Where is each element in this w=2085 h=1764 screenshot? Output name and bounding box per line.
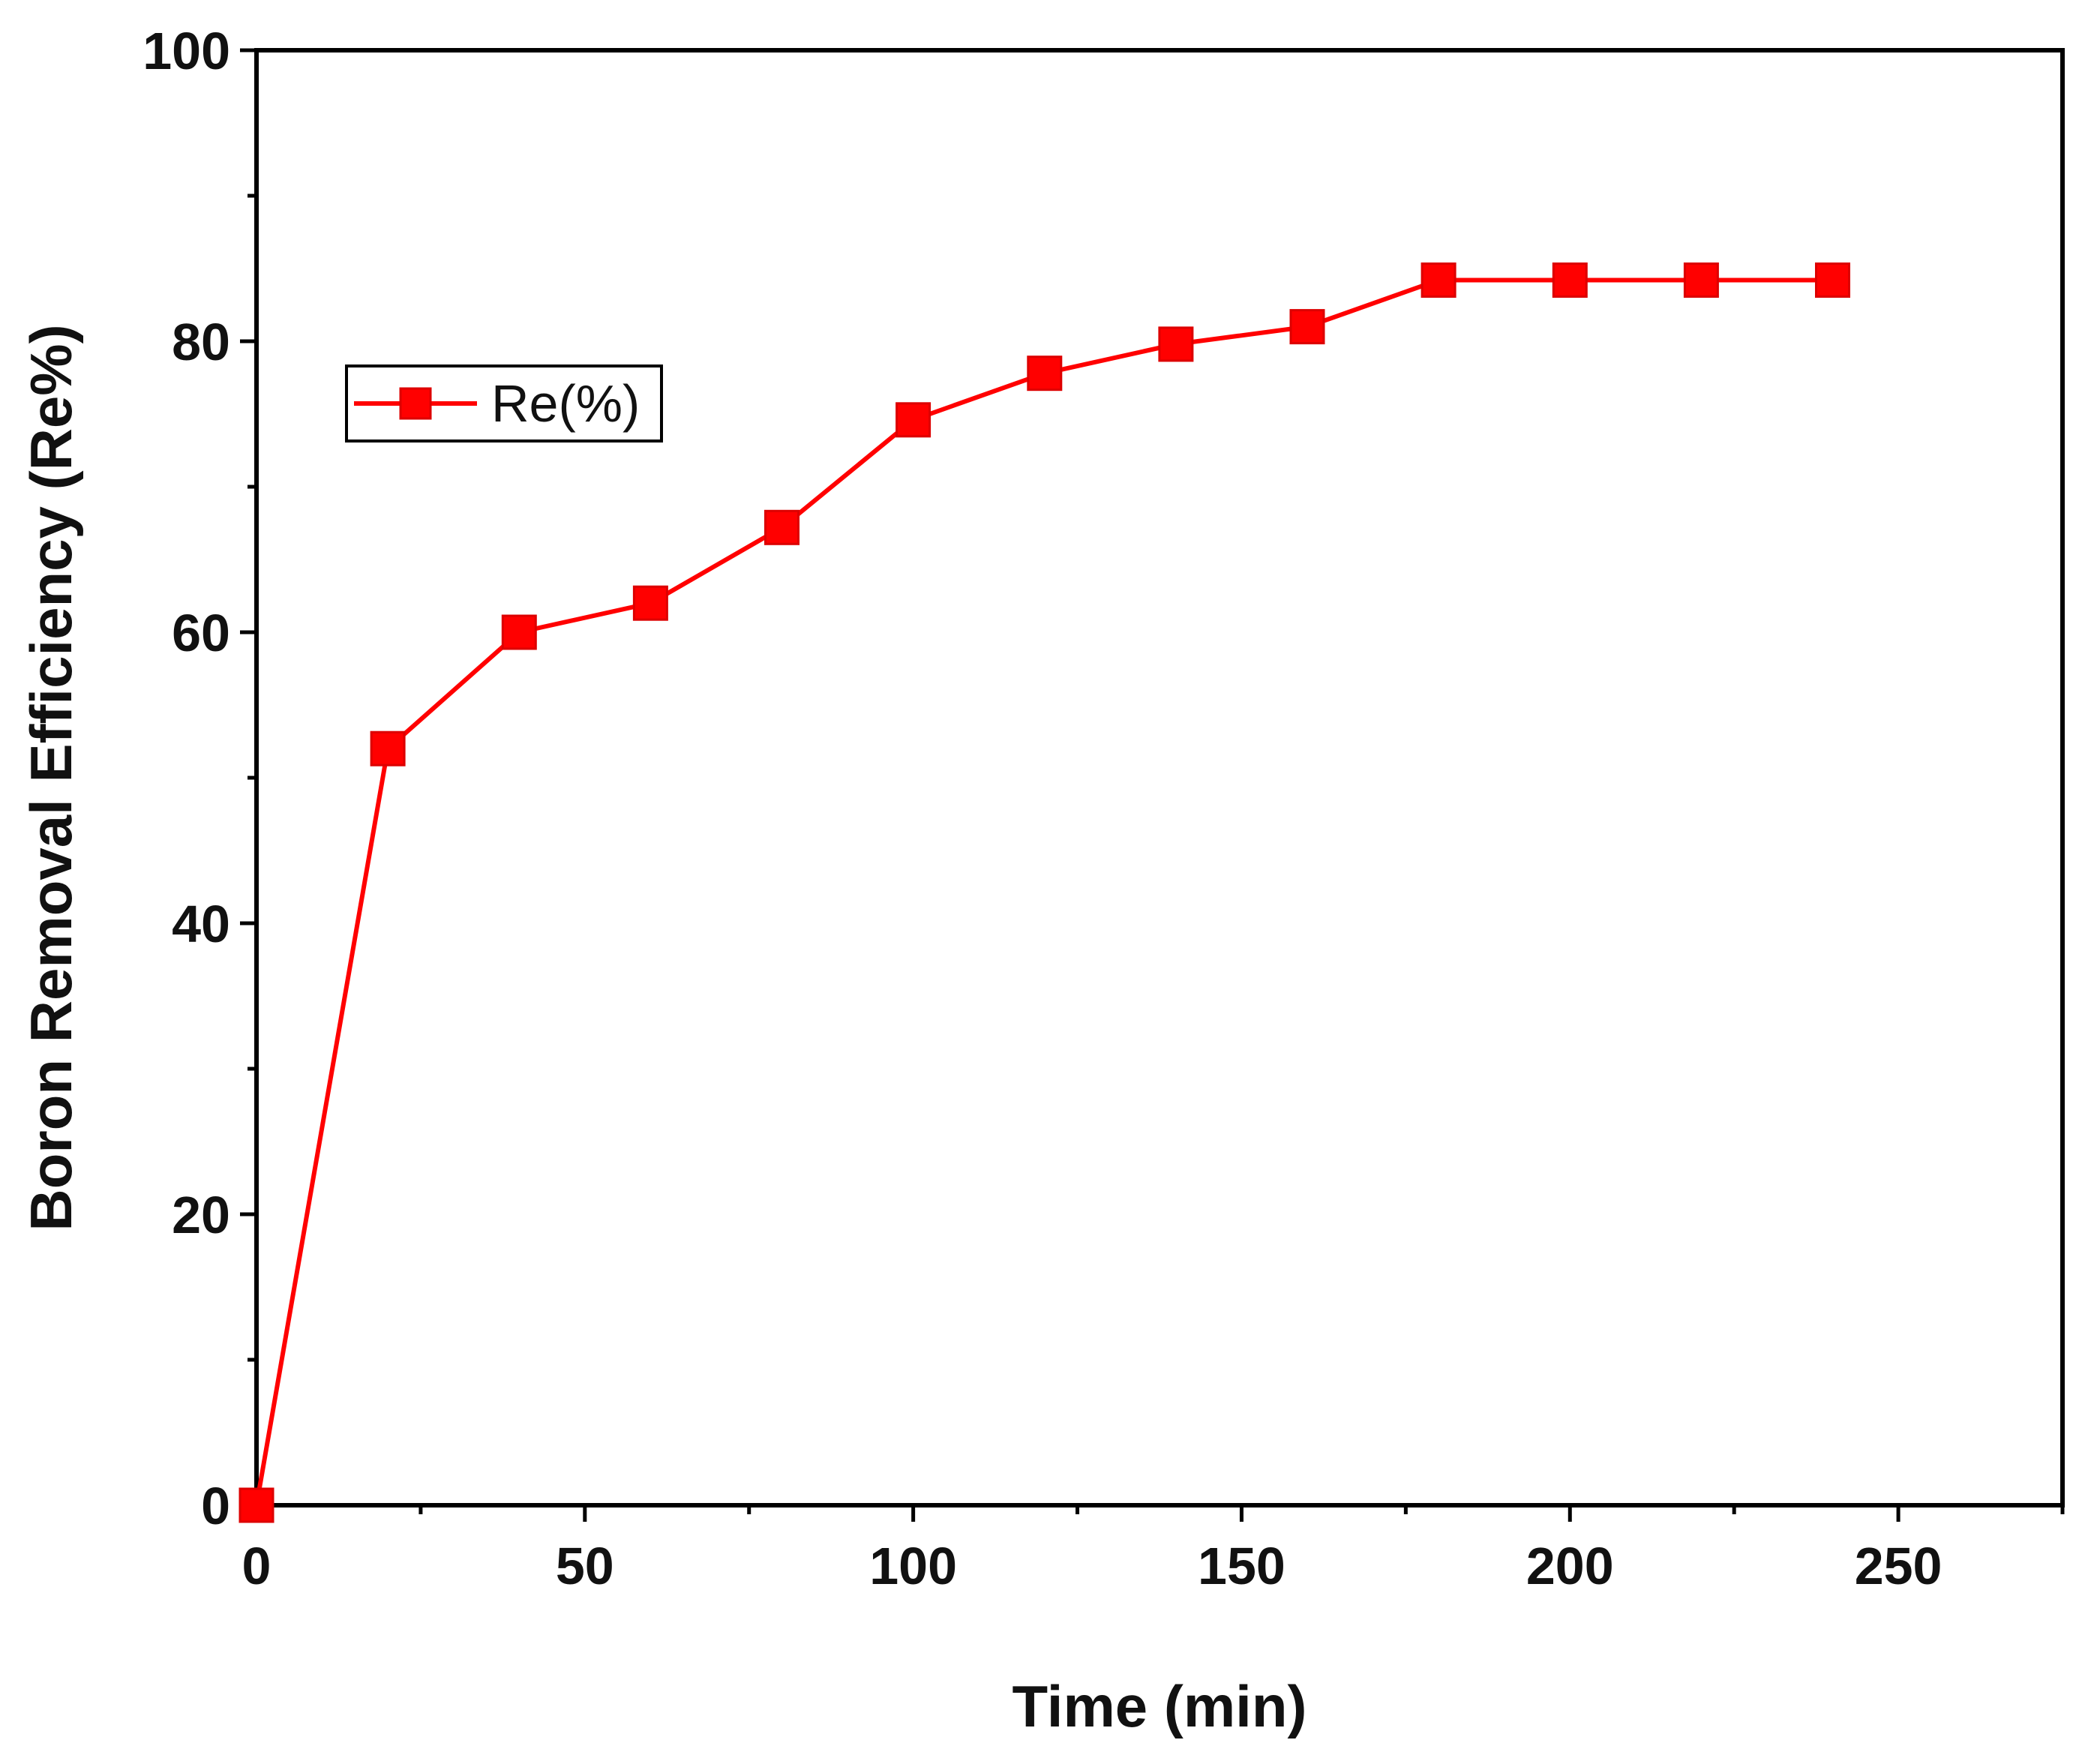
series-layer [238, 262, 1850, 1523]
x-tick-label: 0 [242, 1537, 272, 1595]
series-line [254, 278, 1833, 1506]
data-point-marker [1420, 262, 1456, 298]
data-point-marker [1158, 326, 1194, 362]
x-tick-label: 50 [556, 1537, 614, 1595]
y-axis-title: Boron Removal Efficiency (Re%) [18, 324, 84, 1231]
data-point-marker [764, 509, 800, 545]
data-point-marker [370, 730, 406, 766]
y-tick-label: 20 [172, 1186, 230, 1244]
y-tick-label: 100 [142, 22, 230, 80]
y-axis-ticks: 0 20 40 60 80 100 [142, 22, 256, 1535]
x-tick-label: 150 [1198, 1537, 1286, 1595]
x-tick-label: 100 [869, 1537, 957, 1595]
data-point-marker [896, 402, 932, 438]
data-point-marker [1552, 262, 1588, 298]
plot-frame [254, 48, 2065, 1508]
legend-marker [399, 387, 432, 420]
data-point-marker [1815, 262, 1850, 298]
legend: Re(%) [345, 364, 663, 442]
x-tick-label: 250 [1855, 1537, 1942, 1595]
data-point-marker [238, 1487, 274, 1523]
data-point-marker [1027, 356, 1063, 392]
x-axis-ticks: 0 50 100 150 200 250 [242, 1505, 2065, 1595]
data-point-marker [1683, 262, 1719, 298]
data-point-marker [1289, 309, 1325, 345]
y-tick-label: 80 [172, 313, 230, 371]
y-tick-label: 0 [201, 1477, 230, 1535]
y-tick-label: 60 [172, 604, 230, 662]
data-point-marker [632, 585, 668, 621]
data-point-marker [501, 614, 537, 650]
y-tick-label: 40 [172, 895, 230, 953]
x-axis-title: Time (min) [1012, 1673, 1307, 1739]
legend-label: Re(%) [491, 374, 640, 433]
x-tick-label: 200 [1526, 1537, 1614, 1595]
